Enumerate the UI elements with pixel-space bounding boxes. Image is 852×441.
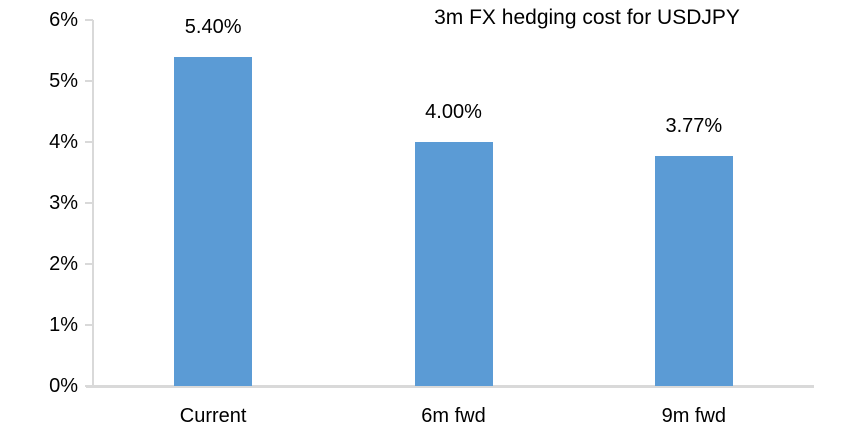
y-tick-mark (85, 141, 93, 143)
y-tick-label: 3% (49, 192, 78, 214)
x-category-label: 9m fwd (661, 405, 727, 427)
y-tick-mark (85, 263, 93, 265)
x-category-label: Current (179, 405, 247, 427)
y-tick-label: 4% (49, 131, 78, 153)
y-tick-mark (85, 19, 93, 21)
y-tick-label: 5% (49, 70, 78, 92)
bar-data-label: 5.40% (184, 15, 242, 38)
y-tick-label: 0% (49, 375, 78, 397)
y-tick-label: 1% (49, 314, 78, 336)
y-tick-mark (85, 385, 93, 387)
bar (414, 142, 493, 386)
y-tick-label: 6% (49, 9, 78, 31)
bar-data-label: 4.00% (425, 101, 482, 123)
y-axis-line (92, 20, 94, 388)
x-axis-line (86, 385, 814, 388)
x-category-label: 6m fwd (421, 405, 486, 427)
bar (654, 156, 733, 386)
y-tick-label: 2% (49, 253, 78, 275)
y-tick-mark (85, 202, 93, 204)
y-tick-mark (85, 324, 93, 326)
chart-title: 3m FX hedging cost for USDJPY (434, 6, 740, 29)
bar-data-label: 3.77% (665, 115, 723, 138)
y-tick-mark (85, 80, 93, 82)
bar (174, 56, 253, 386)
